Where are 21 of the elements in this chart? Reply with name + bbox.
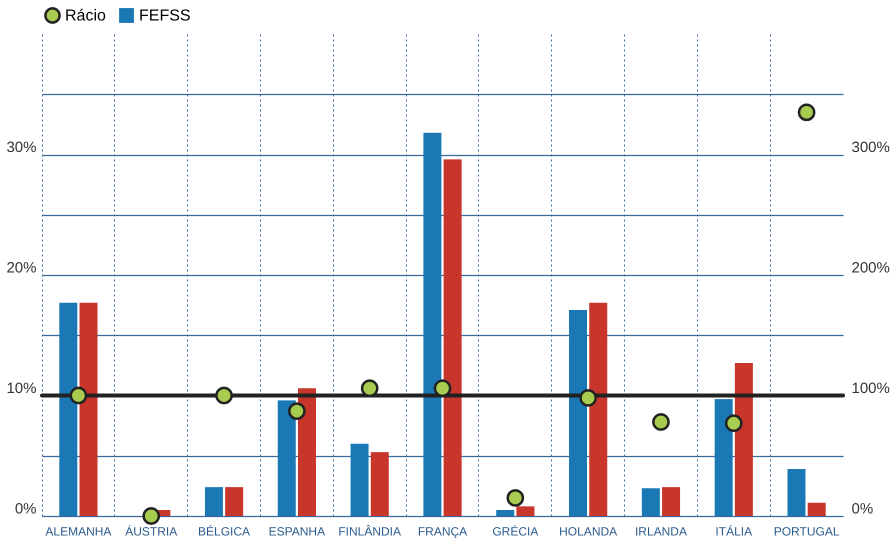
y-tick-label: 20% xyxy=(6,260,36,276)
y2-tick-label: 100% xyxy=(852,380,890,397)
x-tick-label: FINLÂNDIA xyxy=(338,524,402,538)
x-tick-label: GRÉCIA xyxy=(492,524,538,538)
x-tick-label: HOLANDA xyxy=(559,524,618,538)
x-tick-label: BÉLGICA xyxy=(198,524,250,538)
x-tick-label: ITÁLIA xyxy=(715,524,752,538)
x-tick-label: ESPANHA xyxy=(268,524,326,538)
x-tick-label: PORTUGAL xyxy=(774,524,840,538)
x-tick-label: IRLANDA xyxy=(634,524,687,538)
y2-tick-label: 300% xyxy=(852,139,890,156)
x-tick-label: ALEMANHA xyxy=(45,524,112,538)
x-tick-label: FRANÇA xyxy=(418,524,468,538)
y-tick-label: 30% xyxy=(6,139,36,156)
y-tick-label: 0% xyxy=(14,500,36,518)
y2-tick-label: 200% xyxy=(852,260,890,276)
legend-label: Rácio xyxy=(65,8,106,24)
y-tick-label: 10% xyxy=(6,380,36,397)
x-tick-label: ÁUSTRIA xyxy=(125,524,178,538)
legend-label: FEFSS xyxy=(139,8,191,24)
y2-tick-label: 0% xyxy=(852,500,874,518)
